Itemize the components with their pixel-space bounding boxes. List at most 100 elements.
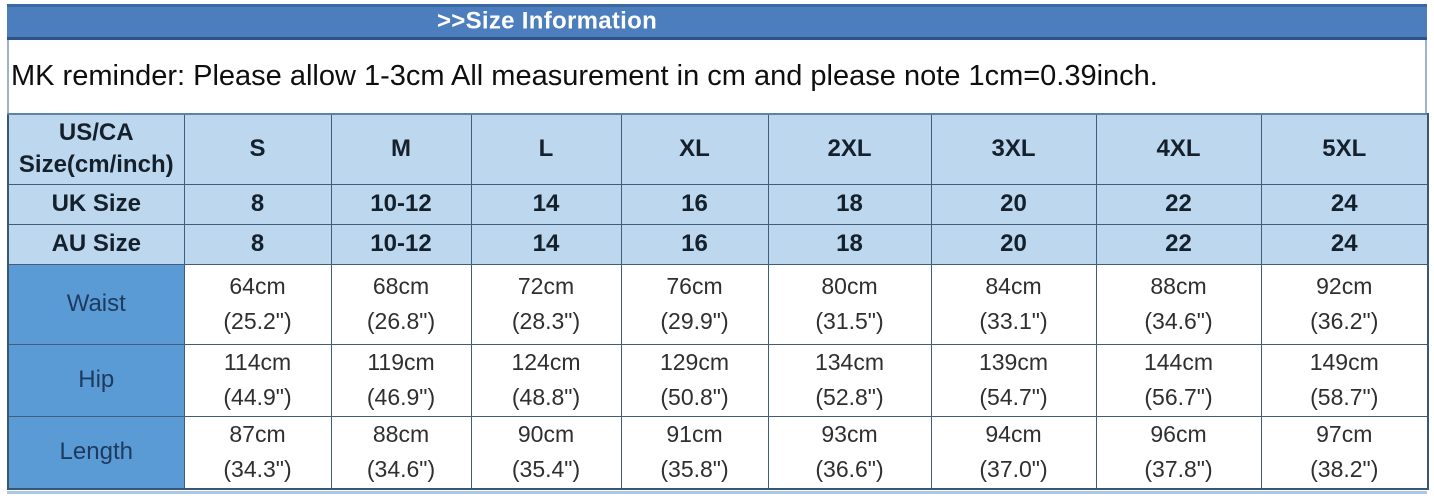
cm-value: 97cm (1316, 421, 1373, 448)
uk-size-value: 18 (767, 183, 932, 225)
inch-value: (36.2") (1310, 308, 1379, 334)
inch-value: (31.5") (815, 308, 884, 334)
inch-value: (46.9") (366, 384, 436, 410)
inch-value: (34.3") (223, 456, 292, 483)
inch-value: (26.8") (366, 308, 436, 334)
row-label-hip: Hip (7, 343, 185, 417)
cm-value: 84cm (985, 273, 1042, 299)
au-size-value: 14 (470, 223, 622, 265)
hip-cell: 129cm (50.8") (620, 343, 769, 417)
waist-row: Waist 64cm (25.2") 68cm (26.8") 72cm (28… (7, 263, 1429, 345)
inch-value: (50.8") (660, 384, 729, 410)
uk-size-value: 20 (930, 183, 1097, 225)
cm-value: 87cm (229, 421, 286, 448)
cm-value: 129cm (659, 349, 730, 375)
inch-value: (25.2") (223, 308, 292, 334)
waist-cell: 92cm (36.2") (1260, 263, 1429, 345)
size-header-4xl: 4XL (1095, 113, 1262, 185)
corner-header: US/CA Size(cm/inch) (7, 113, 185, 185)
cm-value: 119cm (367, 349, 435, 375)
length-cell: 93cm (36.6") (767, 415, 932, 490)
cm-value: 94cm (985, 421, 1042, 448)
row-label-waist: Waist (7, 263, 185, 345)
hip-row: Hip 114cm (44.9") 119cm (46.9") 124cm (4… (7, 343, 1429, 417)
au-size-row: AU Size 8 10-12 14 16 18 20 22 24 (7, 223, 1429, 265)
inch-value: (48.8") (511, 384, 581, 410)
uk-size-value: 8 (183, 183, 332, 225)
cm-value: 92cm (1316, 273, 1373, 299)
size-header-2xl: 2XL (767, 113, 932, 185)
table-header-row: US/CA Size(cm/inch) S M L XL 2XL 3XL 4XL… (7, 113, 1429, 185)
inch-value: (58.7") (1310, 384, 1379, 410)
inch-value: (29.9") (660, 308, 729, 334)
cm-value: 76cm (666, 273, 723, 299)
inch-value: (38.2") (1310, 456, 1379, 483)
inch-value: (34.6") (1144, 308, 1213, 334)
length-cell: 91cm (35.8") (620, 415, 769, 490)
size-info-banner: >>Size Information (7, 4, 1427, 40)
banner-title: >>Size Information (436, 7, 658, 35)
size-header-l: L (470, 113, 622, 185)
uk-size-value: 14 (470, 183, 622, 225)
au-size-value: 10-12 (330, 223, 472, 265)
hip-cell: 119cm (46.9") (330, 343, 472, 417)
inch-value: (33.1") (979, 308, 1048, 334)
length-cell: 97cm (38.2") (1260, 415, 1429, 490)
uk-size-value: 10-12 (330, 183, 472, 225)
corner-header-line2: Size(cm/inch) (18, 151, 174, 179)
hip-cell: 124cm (48.8") (470, 343, 622, 417)
inch-value: (44.9") (223, 384, 292, 410)
inch-value: (37.8") (1144, 456, 1213, 483)
row-label-uk-size: UK Size (7, 183, 185, 225)
au-size-value: 20 (930, 223, 1097, 265)
au-size-value: 16 (620, 223, 769, 265)
inch-value: (28.3") (511, 308, 581, 334)
inch-value: (54.7") (979, 384, 1048, 410)
au-size-value: 18 (767, 223, 932, 265)
inch-value: (37.0") (979, 456, 1048, 483)
inch-value: (36.6") (815, 456, 884, 483)
inch-value: (56.7") (1144, 384, 1213, 410)
length-cell: 90cm (35.4") (470, 415, 622, 490)
cm-value: 90cm (517, 421, 575, 448)
length-cell: 96cm (37.8") (1095, 415, 1262, 490)
row-label-au-size: AU Size (7, 223, 185, 265)
inch-value: (52.8") (815, 384, 884, 410)
inch-value: (35.8") (660, 456, 729, 483)
au-size-value: 22 (1095, 223, 1262, 265)
inch-value: (34.6") (366, 456, 436, 483)
length-cell: 87cm (34.3") (183, 415, 332, 490)
cm-value: 64cm (229, 273, 286, 299)
cm-value: 144cm (1143, 349, 1214, 375)
au-size-value: 8 (183, 223, 332, 265)
cm-value: 139cm (978, 349, 1049, 375)
row-label-length: Length (7, 415, 185, 490)
waist-cell: 80cm (31.5") (767, 263, 932, 345)
cm-value: 114cm (223, 349, 292, 375)
uk-size-value: 16 (620, 183, 769, 225)
hip-cell: 134cm (52.8") (767, 343, 932, 417)
hip-cell: 139cm (54.7") (930, 343, 1097, 417)
cm-value: 149cm (1309, 349, 1379, 375)
waist-cell: 84cm (33.1") (930, 263, 1097, 345)
cm-value: 96cm (1150, 421, 1207, 448)
uk-size-value: 22 (1095, 183, 1262, 225)
uk-size-row: UK Size 8 10-12 14 16 18 20 22 24 (7, 183, 1429, 225)
hip-cell: 149cm (58.7") (1260, 343, 1429, 417)
corner-header-line1: US/CA (58, 119, 134, 147)
waist-cell: 76cm (29.9") (620, 263, 769, 345)
hip-cell: 144cm (56.7") (1095, 343, 1262, 417)
size-header-5xl: 5XL (1260, 113, 1429, 185)
length-cell: 94cm (37.0") (930, 415, 1097, 490)
cm-value: 91cm (666, 421, 723, 448)
size-header-m: M (330, 113, 472, 185)
cm-value: 88cm (372, 421, 430, 448)
waist-cell: 88cm (34.6") (1095, 263, 1262, 345)
size-header-3xl: 3XL (930, 113, 1097, 185)
waist-cell: 72cm (28.3") (470, 263, 622, 345)
cm-value: 134cm (814, 349, 885, 375)
hip-cell: 114cm (44.9") (183, 343, 332, 417)
waist-cell: 64cm (25.2") (183, 263, 332, 345)
cm-value: 68cm (372, 273, 430, 299)
